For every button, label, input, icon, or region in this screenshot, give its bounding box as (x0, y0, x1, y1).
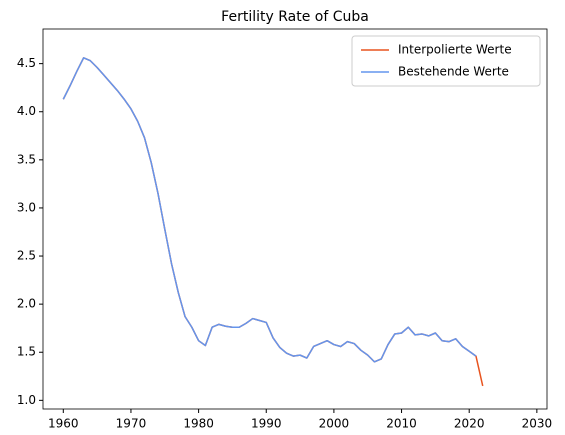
y-tick-label: 2.0 (17, 297, 36, 311)
y-tick-label: 2.5 (17, 249, 36, 263)
legend-label: Interpolierte Werte (398, 43, 512, 57)
x-tick-label: 2020 (454, 417, 485, 431)
chart-title: Fertility Rate of Cuba (221, 9, 369, 25)
x-tick-label: 2030 (522, 417, 553, 431)
x-tick-label: 1960 (48, 417, 79, 431)
legend: Interpolierte Werte Bestehende Werte (351, 35, 541, 87)
x-tick-label: 1980 (183, 417, 214, 431)
legend-box (351, 35, 541, 87)
y-tick-label: 4.5 (17, 56, 36, 70)
y-tick-label: 1.0 (17, 393, 36, 407)
legend-label: Bestehende Werte (398, 65, 509, 79)
x-tick-label: 2000 (319, 417, 350, 431)
x-tick-label: 2010 (386, 417, 417, 431)
y-tick-label: 4.0 (17, 104, 36, 118)
y-tick-label: 3.0 (17, 200, 36, 214)
y-tick-label: 1.5 (17, 345, 36, 359)
series-line (62, 57, 477, 363)
y-tick-label: 3.5 (17, 152, 36, 166)
x-tick-label: 1990 (251, 417, 282, 431)
x-tick-label: 1970 (116, 417, 147, 431)
plot-frame (42, 28, 548, 410)
